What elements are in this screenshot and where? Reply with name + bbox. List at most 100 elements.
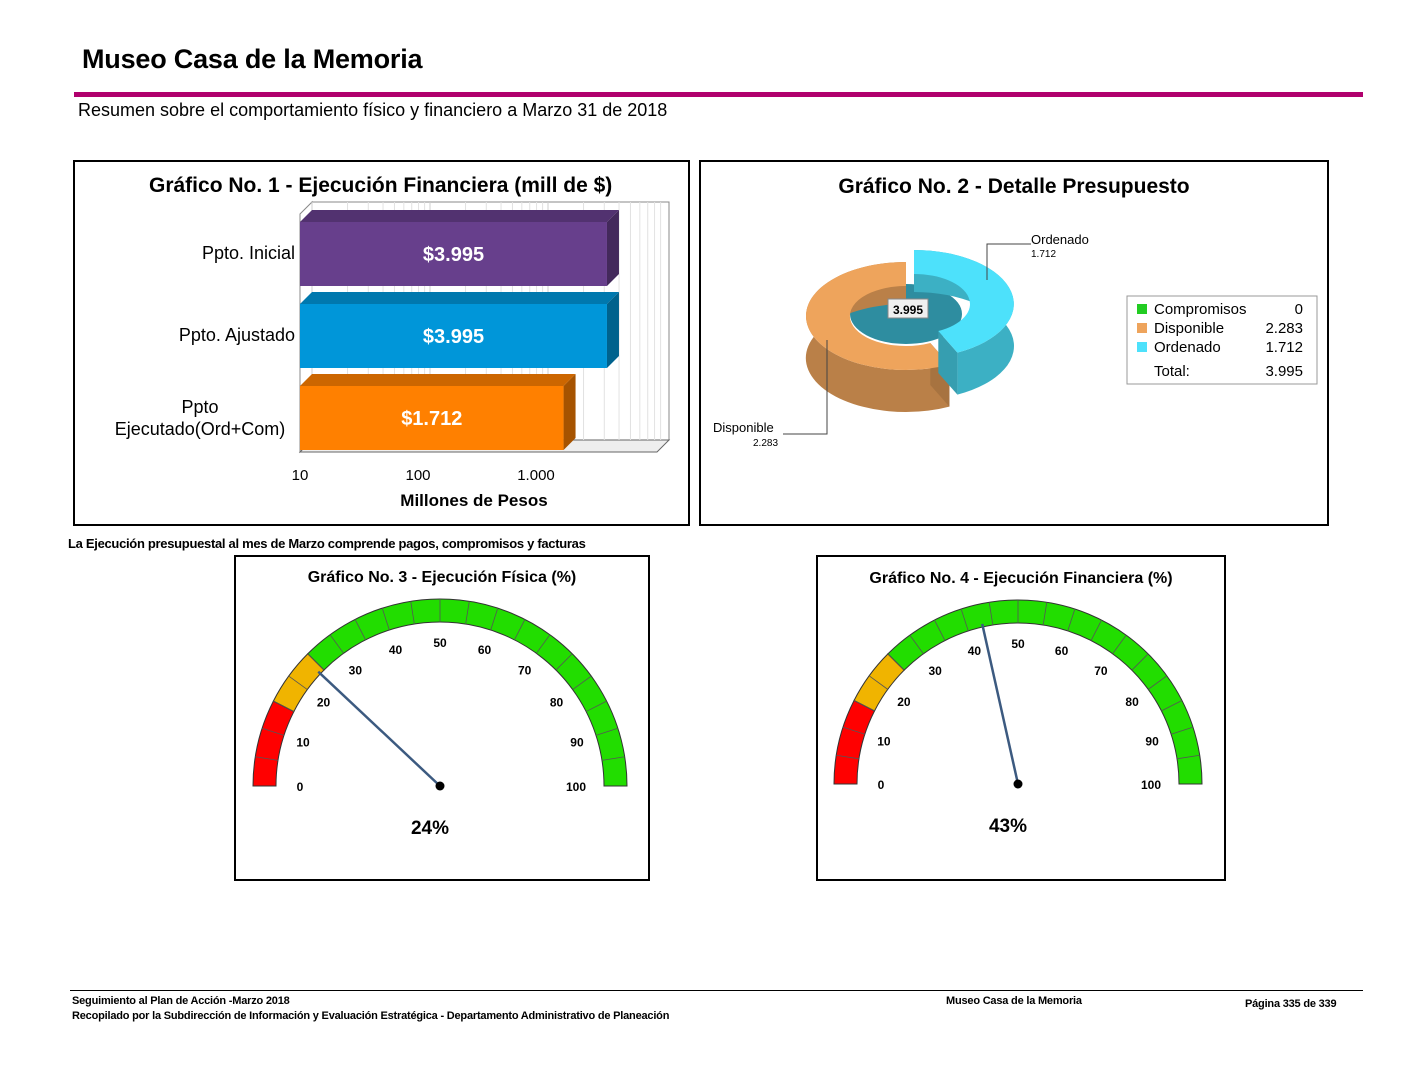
chart2-slice-label: Ordenado [1031,232,1089,247]
footer-center: Museo Casa de la Memoria [946,995,1082,1007]
gauge-tick-label: 30 [349,664,363,678]
gauge-tick-label: 100 [1141,778,1161,792]
gauge-divider [514,619,526,641]
gauge-tick-label: 40 [968,644,982,658]
footer-rule [70,990,1363,991]
chart1-x-axis-label: Millones de Pesos [400,491,547,510]
gauge-divider [585,700,607,712]
gauge-tick-label: 10 [877,734,891,748]
chart1-x-tick-label: 100 [405,467,430,484]
gauge-needle-hub [435,781,445,791]
chart2-legend-total-label: Total: [1154,363,1190,380]
gauge-divider [887,653,905,671]
chart1-plot: 10 100 1.000 Millones de Pesos $3.995 $3.995 $… [292,200,671,510]
chart2-center-label: 3.995 [893,303,923,317]
gauge-divider [465,601,470,625]
gauge-divider [595,727,618,736]
chart1-category-label: Ppto. Ajustado [178,325,295,345]
chart2-callout-line [783,340,828,435]
footer-line2: Recopilado por la Subdirección de Inform… [72,1010,670,1022]
gauge-divider [601,756,625,761]
gauge-divider [1112,634,1127,654]
chart2-legend-swatch [1137,304,1147,314]
chart4-title: Gráfico No. 4 - Ejecución Financiera (%) [869,570,1173,587]
gauge-needle [981,623,1020,785]
gauge-tick-label: 40 [389,643,403,657]
chart3-panel: Gráfico No. 3 - Ejecución Física (%) 0 10… [234,555,650,881]
gauge-divider [934,619,946,641]
chart2-legend-swatch [1137,342,1147,352]
chart2-slice [806,262,950,370]
gauge-tick-label: 90 [1145,734,1159,748]
chart2-legend-total-value: 3.995 [1265,363,1303,380]
gauge-tick-label: 30 [928,664,942,678]
gauge-tick-label: 50 [1011,637,1025,651]
gauge-divider [842,726,866,735]
chart1-bar-side [606,210,619,286]
chart2-slice-value: 1.712 [1031,249,1056,260]
budget-note: La Ejecución presupuestal al mes de Marz… [68,536,586,551]
gauge-divider [536,634,551,654]
gauge-tick-label: 0 [878,778,885,792]
gauge-tick-label: 80 [1125,695,1139,709]
gauge-tick-label: 80 [550,695,564,709]
title-rule [74,92,1363,97]
chart2-center-label-box [887,298,929,319]
gauge-divider [288,675,308,690]
chart2-plot: 3.995 Ordenado 1.712 Disponible 2.283 Comprom… [713,232,1318,449]
gauge-band [252,700,295,787]
gauge-divider [909,634,924,654]
chart1-category-label-line: Ejecutado(Ord+Com) [114,419,286,439]
gauge-tick-label: 100 [566,780,586,794]
gauge-divider [1161,700,1183,712]
gauge-divider [490,608,499,631]
chart1-data-label: $3.995 [423,326,484,348]
gauge-tick-label: 50 [433,636,447,650]
gauge-divider [988,602,994,626]
gauge-divider [572,675,592,690]
gauge-divider [381,608,390,631]
chart2-slice-face [938,331,958,395]
gauge-divider [960,608,969,632]
gauge-divider [1131,653,1149,671]
gauge-divider [836,754,860,760]
chart2-callout-line [986,243,1031,280]
gauge-divider [868,675,888,690]
chart1-x-tick-label: 10 [292,467,309,484]
gauge-tick-label: 70 [1094,664,1108,678]
gauge-band [887,599,1203,785]
gauge-divider [1176,754,1200,760]
chart1-bar-side [563,374,576,450]
chart2-legend-label: Compromisos [1154,301,1247,318]
gauge-band [833,699,876,785]
gauge-divider [307,653,325,671]
chart1-data-label: $1.712 [401,408,462,430]
chart4-panel: Gráfico No. 4 - Ejecución Financiera (%)… [816,555,1226,881]
chart3-gauge: 0 10 20 30 40 50 60 70 80 90 100 24% [252,598,628,839]
gauge-divider [1148,675,1168,690]
gauge-divider [853,700,875,712]
chart1-bar [300,222,607,286]
chart2-legend-value: 1.712 [1265,339,1303,356]
chart2-legend-value: 0 [1295,301,1303,318]
gauge-value-label: 24% [411,818,449,839]
gauge-divider [1067,608,1076,632]
chart3-title: Gráfico No. 3 - Ejecución Física (%) [307,569,577,586]
chart1-bar-top [300,374,576,386]
chart2-legend-label: Disponible [1154,320,1224,337]
gauge-band [307,598,628,787]
chart4-gauge: 0 10 20 30 40 50 60 70 80 90 100 43% [833,599,1203,837]
chart1-panel: Gráfico No. 1 - Ejecución Financiera (mi… [73,160,690,526]
gauge-tick-label: 20 [317,695,331,709]
gauge-needle [317,670,441,787]
chart1-bar [300,304,607,368]
chart1-bar-top [300,210,619,222]
gauge-divider [1170,726,1194,735]
gauge-divider [329,634,344,654]
footer-line1: Seguimiento al Plan de Acción -Marzo 201… [72,995,290,1007]
gauge-tick-label: 0 [297,780,304,794]
chart1-category-label: Ppto Ejecutado(Ord+Com) [95,396,305,440]
chart2-legend-box [1126,295,1318,385]
chart2-legend-swatch [1137,323,1147,333]
gauge-needle-hub [1013,779,1023,789]
